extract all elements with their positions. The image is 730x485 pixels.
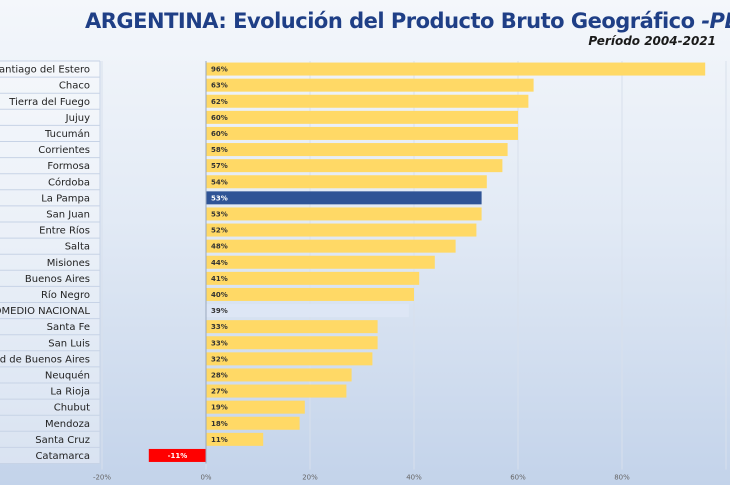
category-label: Santiago del Estero (0, 65, 90, 76)
chart-title: ARGENTINA: Evolución del Producto Bruto … (85, 9, 730, 33)
data-label: 39% (211, 307, 228, 315)
data-label: 33% (211, 339, 228, 347)
x-tick-label: -20% (93, 474, 111, 482)
bar (206, 110, 518, 124)
bar (206, 287, 414, 301)
bar (206, 255, 435, 269)
category-label: Neuquén (45, 369, 90, 381)
bar (206, 384, 347, 398)
bar (206, 320, 378, 334)
category-label: Catamarca (35, 451, 90, 462)
category-label: San Luis (48, 338, 90, 349)
data-label: 53% (211, 194, 228, 202)
category-label: Corrientes (38, 145, 90, 156)
data-label: 44% (211, 259, 228, 267)
data-label: 32% (211, 355, 228, 363)
category-label: Salta (65, 242, 90, 253)
data-label: 52% (211, 227, 228, 235)
data-label: 62% (211, 98, 228, 106)
data-label: 48% (211, 243, 228, 251)
data-label: 33% (211, 323, 228, 331)
category-label: Entre Ríos (39, 225, 90, 237)
data-label: 63% (211, 82, 228, 90)
category-label: Misiones (47, 258, 90, 269)
category-label: San Juan (46, 209, 90, 220)
category-label: Jujuy (65, 113, 90, 124)
data-label: 40% (211, 291, 228, 299)
bar (206, 368, 352, 382)
bar (206, 352, 373, 366)
category-label: Chaco (59, 81, 90, 92)
bar (206, 223, 477, 237)
bar (206, 62, 706, 76)
data-label: 54% (211, 178, 228, 186)
category-label: La Pampa (41, 193, 90, 204)
category-label: PROMEDIO NACIONAL (0, 306, 90, 317)
label-panel (0, 61, 100, 464)
category-label: Buenos Aires (25, 274, 90, 285)
bar (206, 239, 456, 253)
data-label: 60% (211, 130, 228, 138)
bar (206, 416, 300, 430)
data-label: 53% (211, 210, 228, 218)
data-label: 58% (211, 146, 228, 154)
bar (206, 400, 305, 414)
title-main: ARGENTINA: Evolución del Producto Bruto … (85, 9, 695, 33)
data-label: 19% (211, 404, 228, 412)
bar (206, 271, 420, 285)
x-tick-label: 80% (614, 474, 630, 482)
bar (148, 448, 206, 462)
data-label: 57% (211, 162, 228, 170)
data-label: 41% (211, 275, 228, 283)
category-label: Tierra del Fuego (8, 97, 90, 108)
title-suffix: -PBG- (701, 9, 730, 33)
category-label: Río Negro (41, 289, 90, 301)
bar (206, 207, 482, 221)
category-label: Santa Cruz (35, 435, 90, 446)
category-label: Mendoza (45, 419, 90, 430)
data-label: 96% (211, 66, 228, 74)
bar (206, 78, 534, 92)
category-label: Formosa (47, 161, 90, 172)
data-label: 18% (211, 420, 228, 428)
data-label: -11% (168, 452, 188, 460)
x-tick-label: 60% (510, 474, 526, 482)
data-label: 11% (211, 436, 228, 444)
bar (206, 336, 378, 350)
bar (206, 432, 264, 446)
category-label: Ciudad de Buenos Aires (0, 354, 90, 365)
bar (206, 159, 503, 173)
category-label: Chubut (54, 403, 90, 414)
category-label: Santa Fe (47, 322, 90, 333)
data-label: 60% (211, 114, 228, 122)
bar (206, 94, 529, 108)
data-label: 28% (211, 371, 228, 379)
x-tick-label: 20% (302, 474, 318, 482)
category-label: La Rioja (50, 387, 90, 398)
bar (206, 175, 487, 189)
category-label: Córdoba (48, 176, 90, 188)
x-tick-label: 40% (406, 474, 422, 482)
bar (206, 126, 518, 140)
x-tick-label: 0% (200, 474, 211, 482)
data-label: 27% (211, 388, 228, 396)
bar (206, 143, 508, 157)
chart-subtitle: Período 2004-2021 (588, 34, 716, 48)
bar (206, 191, 482, 205)
bar (206, 304, 409, 318)
category-label: Tucumán (44, 128, 90, 140)
